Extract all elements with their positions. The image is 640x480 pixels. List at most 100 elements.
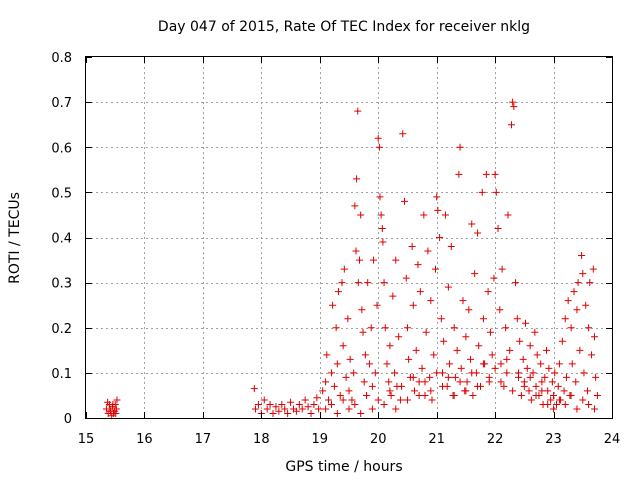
data-point (520, 382, 528, 390)
data-point (371, 369, 379, 377)
data-point (409, 373, 417, 381)
data-point (360, 378, 368, 386)
data-point (462, 387, 470, 395)
data-point (298, 405, 306, 413)
data-point (437, 315, 445, 323)
data-point (570, 288, 578, 296)
data-point (263, 405, 271, 413)
data-point (433, 369, 441, 377)
data-point (576, 346, 584, 354)
data-point (561, 400, 569, 408)
data-point (408, 243, 416, 251)
data-point (558, 337, 566, 345)
data-point (580, 369, 588, 377)
data-point (434, 206, 442, 214)
data-point (468, 369, 476, 377)
data-point (497, 378, 505, 386)
data-point (532, 391, 540, 399)
data-point (478, 188, 486, 196)
data-point (250, 385, 258, 393)
data-point (357, 211, 365, 219)
data-point (334, 288, 342, 296)
data-point (498, 265, 506, 273)
data-point (474, 229, 482, 237)
data-point (342, 373, 350, 381)
data-point (494, 224, 502, 232)
data-point (474, 382, 482, 390)
data-point (339, 396, 347, 404)
data-point (403, 324, 411, 332)
data-point (370, 256, 378, 264)
grid (86, 57, 612, 418)
y-tick-label: 0.5 (51, 186, 72, 201)
data-point (550, 391, 558, 399)
data-point (424, 247, 432, 255)
data-point (399, 130, 407, 138)
data-point (304, 403, 312, 411)
axis-ticks (86, 57, 613, 419)
data-point (367, 324, 375, 332)
data-point (113, 396, 121, 404)
data-point (593, 391, 601, 399)
data-point (579, 396, 587, 404)
data-point (441, 211, 449, 219)
data-point (532, 382, 540, 390)
x-tick-label: 19 (312, 432, 329, 447)
data-point (439, 369, 447, 377)
data-point (555, 396, 563, 404)
data-point (468, 220, 476, 228)
y-tick-label: 0.3 (51, 277, 72, 292)
data-point (482, 170, 490, 178)
data-point (450, 324, 458, 332)
data-point (519, 355, 527, 363)
data-point (380, 279, 388, 287)
data-point (287, 398, 295, 406)
data-point (416, 288, 424, 296)
data-point (444, 373, 452, 381)
data-point (457, 364, 465, 372)
data-point (451, 373, 459, 381)
data-point (414, 261, 422, 269)
x-tick-labels: 15 16 17 18 19 20 21 22 23 24 (78, 432, 621, 447)
data-point (333, 409, 341, 417)
data-point (561, 315, 569, 323)
data-point (272, 403, 280, 411)
data-point (459, 297, 467, 305)
x-tick-label: 17 (195, 432, 212, 447)
data-point (503, 369, 511, 377)
data-point (359, 328, 367, 336)
data-point (573, 306, 581, 314)
data-point (354, 279, 362, 287)
data-point (364, 279, 372, 287)
data-point (548, 378, 556, 386)
data-point (383, 360, 391, 368)
data-point (447, 243, 455, 251)
data-point (254, 400, 262, 408)
data-point (485, 373, 493, 381)
data-point (522, 319, 530, 327)
data-point (350, 369, 358, 377)
data-point (421, 378, 429, 386)
x-tick-label: 20 (370, 432, 387, 447)
data-point (502, 324, 510, 332)
y-tick-label: 0.8 (51, 51, 72, 66)
data-point (574, 279, 582, 287)
data-point (386, 387, 394, 395)
data-point (531, 328, 539, 336)
data-point (527, 396, 535, 404)
data-point (358, 306, 366, 314)
data-point (330, 382, 338, 390)
data-point (555, 360, 563, 368)
data-point (510, 103, 518, 111)
data-point (284, 409, 292, 417)
data-point (332, 324, 340, 332)
data-point (374, 134, 382, 142)
data-point (352, 247, 360, 255)
data-point (582, 301, 590, 309)
data-point (497, 360, 505, 368)
y-tick-label: 0.6 (51, 141, 72, 156)
data-point (590, 333, 598, 341)
data-point (420, 211, 428, 219)
data-point (547, 396, 555, 404)
data-point (427, 297, 435, 305)
